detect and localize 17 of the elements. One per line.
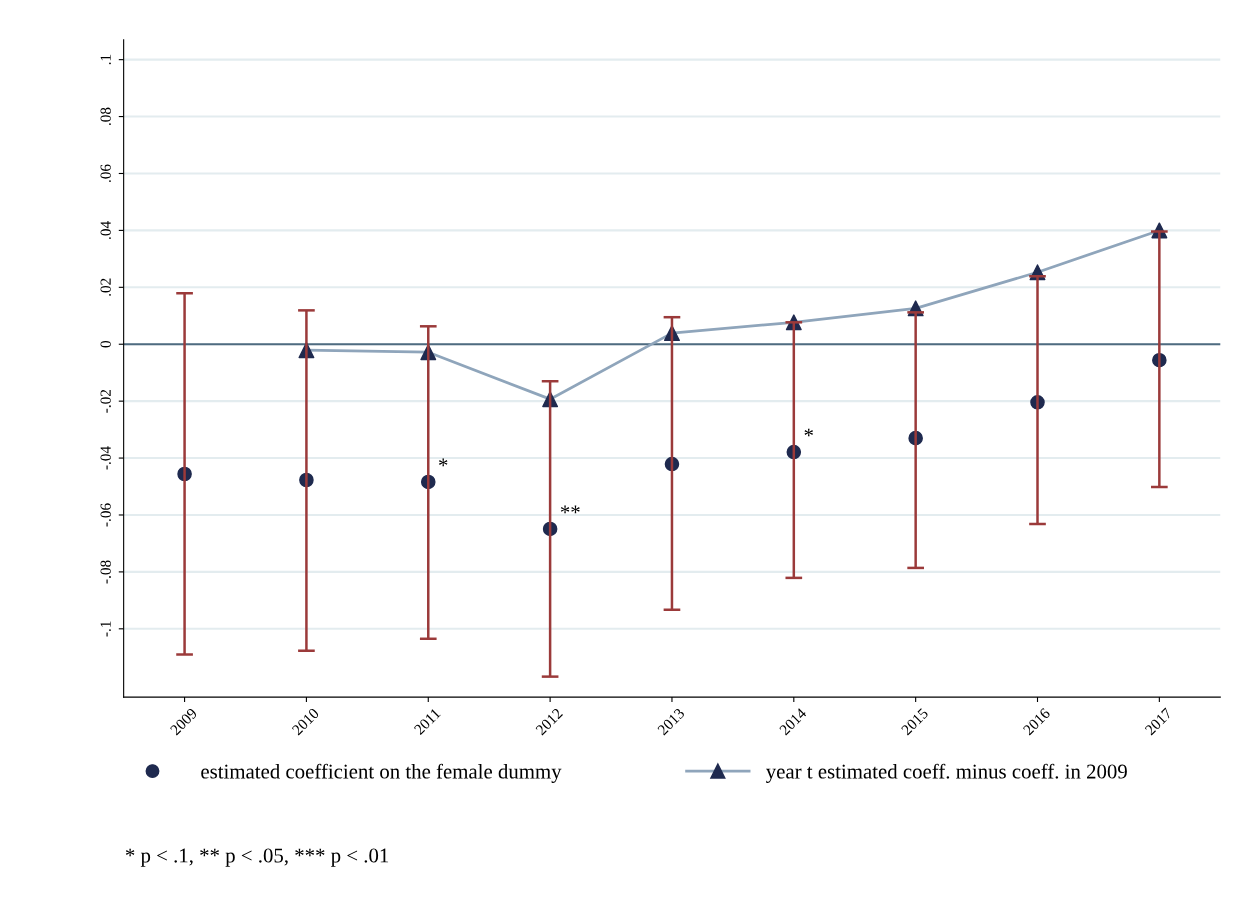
y-tick-label: .1 — [100, 54, 111, 65]
y-tick-label: .08 — [100, 107, 111, 126]
y-tick-label: -.1 — [100, 621, 111, 637]
y-tick-label: .04 — [100, 221, 111, 239]
y-tick-label: 0 — [100, 341, 111, 348]
y-tick-label: .06 — [100, 164, 111, 183]
legend-label: year t estimated coeff. minus coeff. in 2009 — [766, 763, 1127, 783]
y-tick-label: -.02 — [100, 389, 111, 413]
text: * p < .1, ** p < .05, *** p < .01 — [125, 848, 389, 867]
y-tick-label: -.06 — [100, 503, 111, 527]
legend-label: estimated coefficient on the female dummy — [201, 763, 562, 783]
annotation: * — [439, 458, 448, 467]
y-tick-label: -.08 — [100, 560, 111, 584]
y-tick-label: .02 — [100, 278, 111, 296]
y-tick-label: -.04 — [100, 446, 111, 470]
annotation: ** — [560, 505, 580, 514]
annotation: * — [804, 428, 813, 437]
